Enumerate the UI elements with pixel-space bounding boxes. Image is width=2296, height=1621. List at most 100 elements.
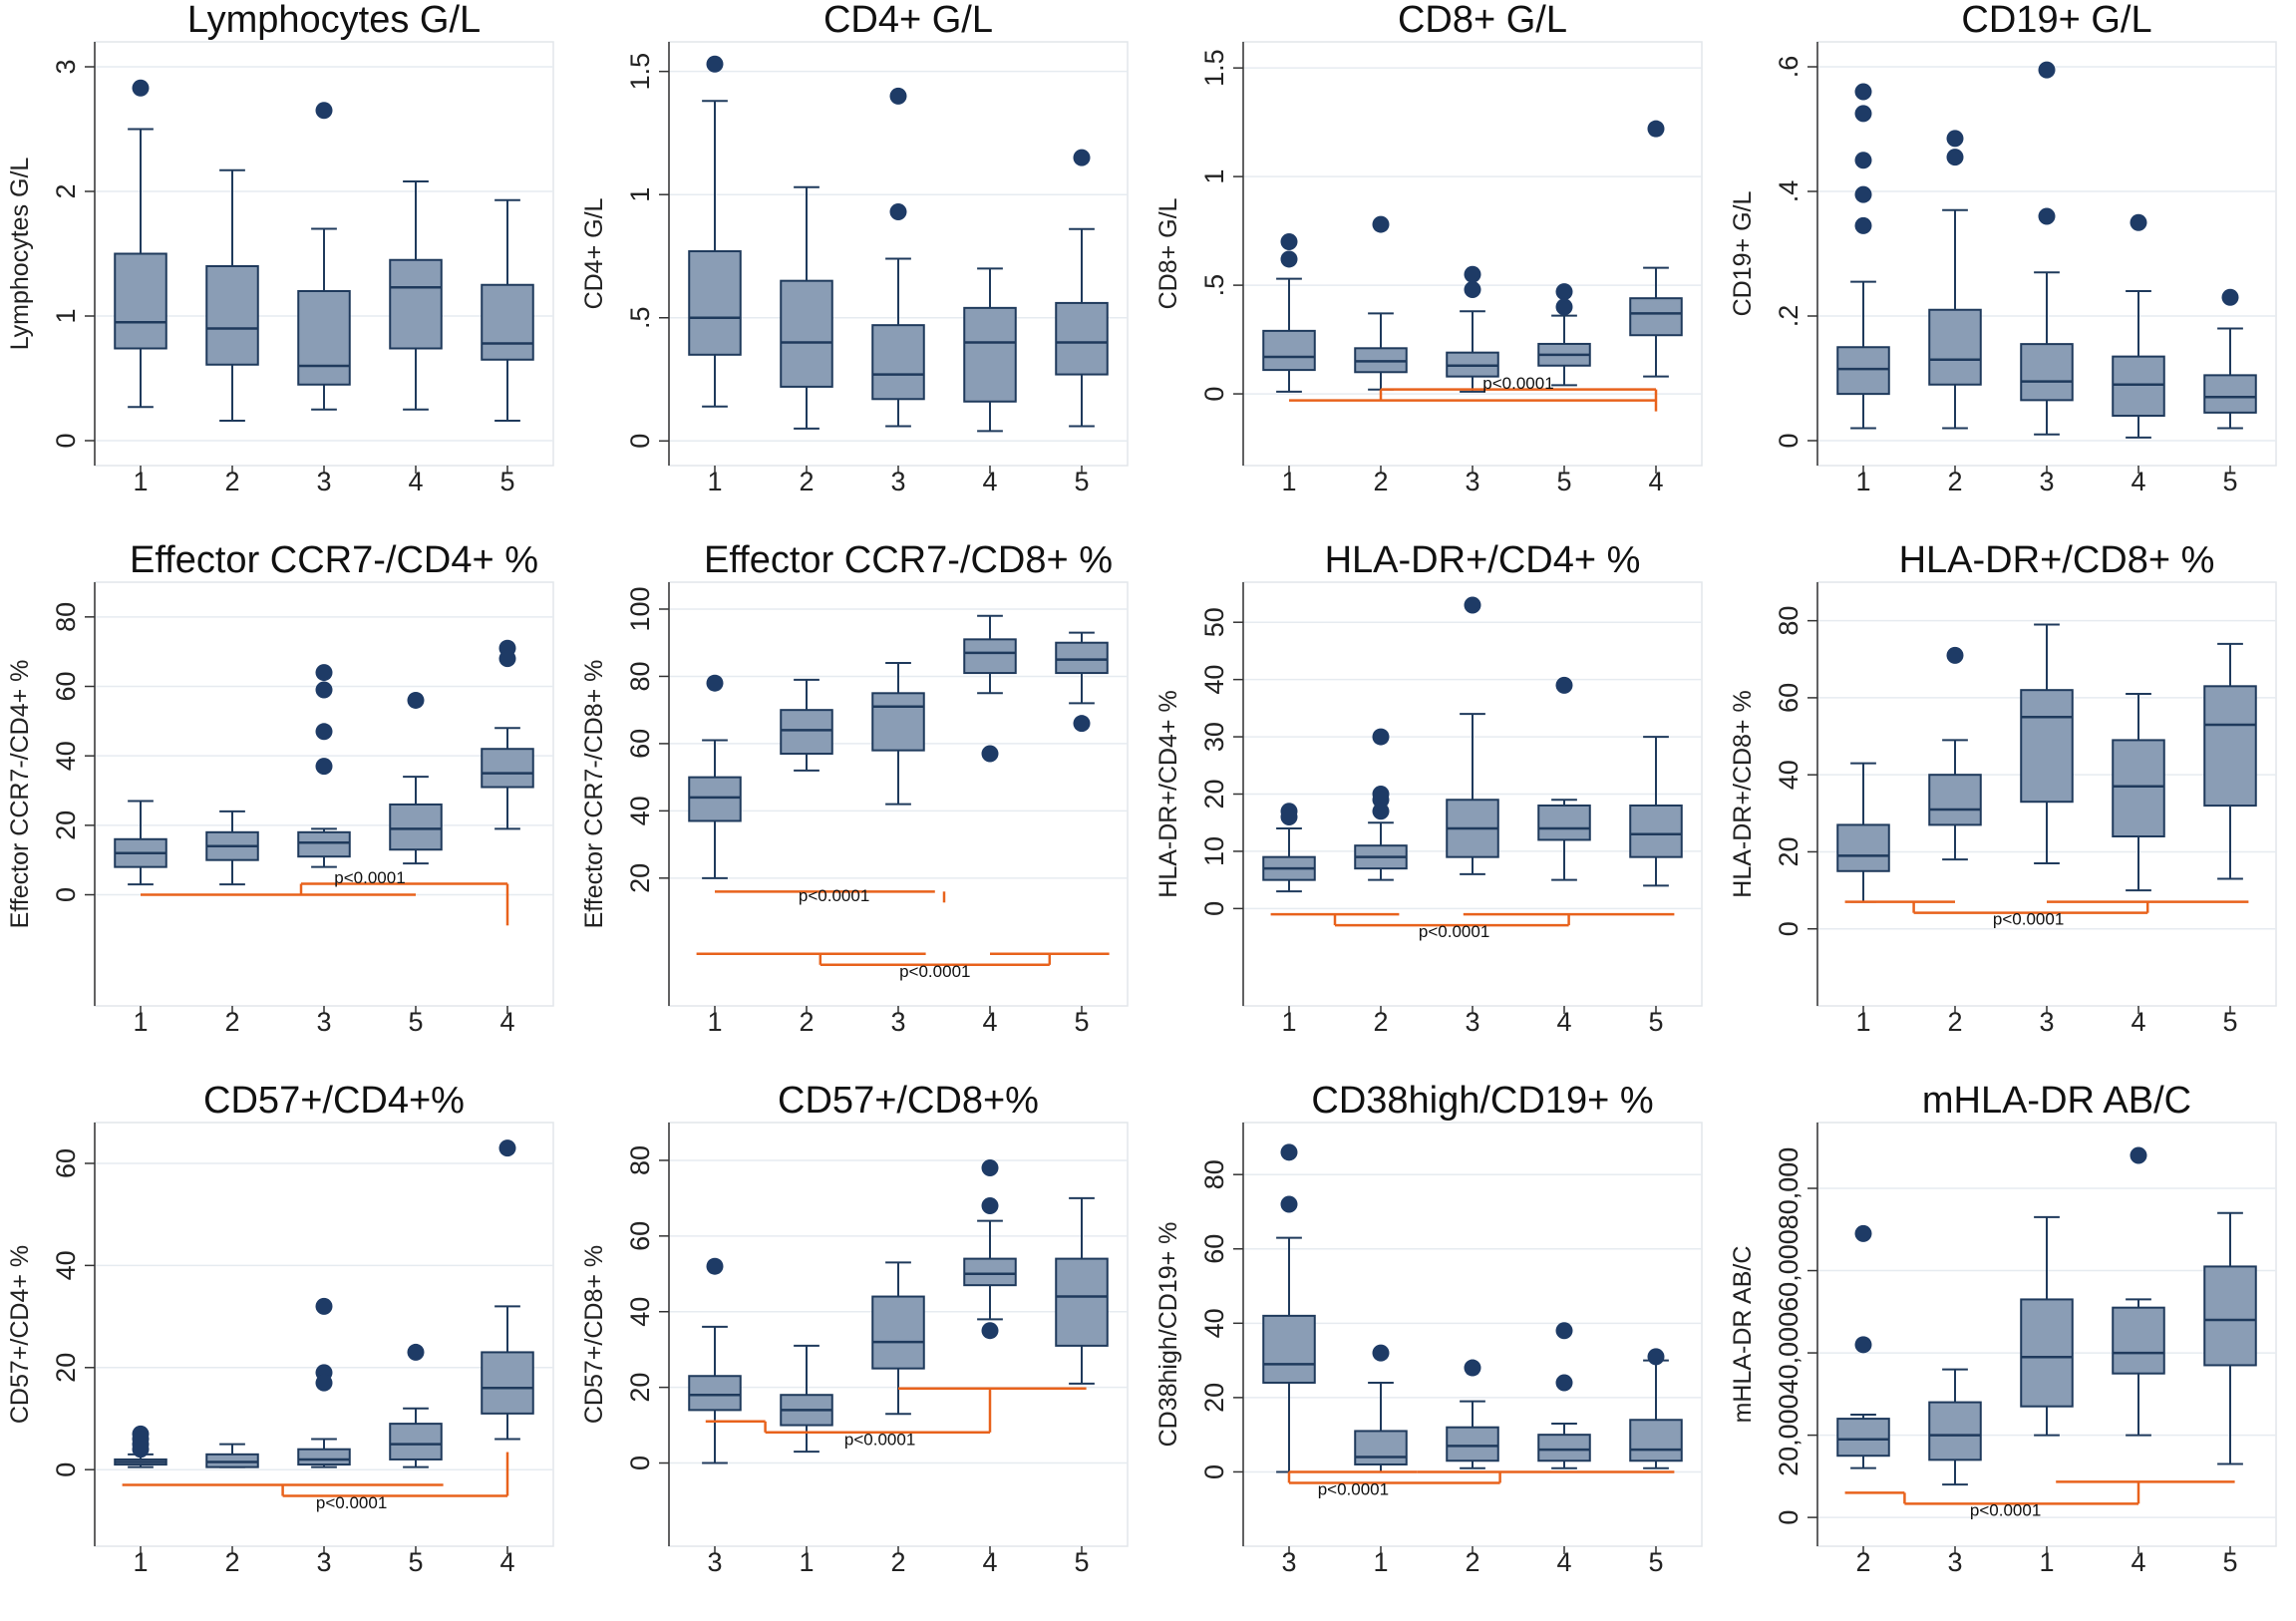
box-group bbox=[114, 1425, 167, 1468]
x-tick-label: 1 bbox=[707, 467, 722, 496]
chart-title: Lymphocytes G/L bbox=[187, 0, 481, 41]
x-tick-label: 5 bbox=[408, 1547, 423, 1577]
y-tick-label: 1 bbox=[1199, 169, 1229, 184]
outlier-point bbox=[2221, 288, 2239, 306]
chart-title: CD19+ G/L bbox=[1961, 0, 2151, 41]
outlier-point bbox=[2038, 61, 2056, 79]
x-tick-label: 1 bbox=[2039, 1547, 2054, 1577]
chart-title: mHLA-DR AB/C bbox=[1922, 1080, 2191, 1122]
y-tick-label: .6 bbox=[1774, 56, 1804, 79]
significance-bracket: p<0.0001 bbox=[705, 1387, 1087, 1449]
box-group bbox=[780, 185, 833, 430]
box-group bbox=[1055, 1196, 1109, 1385]
x-tick-label: 4 bbox=[982, 1007, 997, 1037]
y-tick-label: 40 bbox=[625, 796, 655, 825]
x-tick-label: 2 bbox=[1947, 467, 1962, 496]
box-group bbox=[297, 664, 351, 868]
outlier-point bbox=[498, 650, 516, 668]
box-group bbox=[780, 1344, 833, 1454]
x-tick-label: 5 bbox=[2222, 467, 2237, 496]
box-group bbox=[1055, 149, 1109, 428]
outlier-point bbox=[1555, 1322, 1573, 1340]
outlier-point bbox=[1280, 250, 1298, 268]
outlier-point bbox=[1647, 120, 1665, 138]
chart-panel: 0 10 20 30 40 50 HLA-DR+/CD4+ % HLA-DR+/CD4+ % 1… bbox=[1148, 539, 1722, 1081]
outlier-point bbox=[981, 745, 999, 763]
x-tick-label: 2 bbox=[1947, 1007, 1962, 1037]
chart-panel: 0 20 40 60 CD57+/CD4+ % CD57+/CD4+% 1 2 3 5 4 p<0.0… bbox=[0, 1080, 573, 1621]
outlier-point bbox=[706, 674, 724, 692]
box-group bbox=[2020, 61, 2074, 436]
box-group bbox=[2020, 623, 2074, 865]
box-iqr bbox=[963, 638, 1017, 675]
box-group bbox=[1537, 1322, 1591, 1469]
outlier-point bbox=[315, 1374, 333, 1392]
x-tick-label: 4 bbox=[2131, 467, 2145, 496]
box-iqr bbox=[871, 1295, 925, 1370]
outlier-point bbox=[407, 691, 425, 709]
outlier-point bbox=[1372, 803, 1390, 820]
significance-bracket: p<0.0001 bbox=[1287, 1470, 1675, 1498]
y-tick-label: 20 bbox=[625, 863, 655, 893]
outlier-point bbox=[1464, 280, 1481, 298]
box-group bbox=[114, 79, 167, 409]
y-tick-label: .2 bbox=[1774, 305, 1804, 328]
significance-bracket: p<0.0001 bbox=[1844, 1480, 2235, 1519]
outlier-point bbox=[1464, 596, 1481, 614]
box-iqr bbox=[2020, 689, 2074, 804]
box-iqr bbox=[1262, 1314, 1316, 1384]
box-iqr bbox=[688, 776, 742, 822]
box-iqr bbox=[2020, 1298, 2074, 1408]
outlier-point bbox=[1073, 715, 1091, 733]
box-iqr bbox=[1928, 1401, 1982, 1461]
x-tick-label: 4 bbox=[408, 467, 423, 496]
x-tick-label: 1 bbox=[1855, 1007, 1870, 1037]
x-tick-label: 3 bbox=[2039, 467, 2054, 496]
box-group bbox=[1446, 596, 1499, 875]
outlier-point bbox=[1854, 152, 1872, 169]
outlier-point bbox=[2130, 1146, 2147, 1164]
y-axis-label: CD38high/CD19+ % bbox=[1154, 1222, 1182, 1448]
box-iqr bbox=[1629, 1419, 1683, 1462]
box-group bbox=[297, 1297, 351, 1468]
x-tick-label: 1 bbox=[1373, 1547, 1388, 1577]
outlier-point bbox=[315, 664, 333, 682]
box-iqr bbox=[963, 1257, 1017, 1287]
y-tick-label: 0 bbox=[1774, 1510, 1804, 1525]
y-tick-label: 0 bbox=[1199, 1464, 1229, 1479]
y-tick-label: 0 bbox=[1774, 433, 1804, 448]
box-group bbox=[205, 810, 259, 886]
plot-area bbox=[94, 581, 554, 1007]
box-iqr bbox=[688, 250, 742, 356]
x-tick-label: 3 bbox=[1465, 467, 1479, 496]
chart-svg: 0 20 40 60 80 CD57+/CD8+ % CD57+/CD8+% 3 1 2 4 5 p<0… bbox=[580, 1080, 1129, 1577]
chart-svg: 0 20 40 60 80 HLA-DR+/CD8+ % HLA-DR+/CD8+ % 1 2 3… bbox=[1729, 539, 2277, 1037]
y-tick-label: 40 bbox=[1199, 1308, 1229, 1338]
box-group bbox=[1836, 762, 1890, 903]
chart-svg: 0 1 2 3 Lymphocytes G/L Lymphocytes G/L 1 2 3 4 5 bbox=[6, 0, 554, 496]
box-iqr bbox=[1928, 308, 1982, 386]
box-iqr bbox=[1629, 297, 1683, 337]
y-tick-label: 1.5 bbox=[1199, 49, 1229, 87]
p-value-label: p<0.0001 bbox=[899, 962, 970, 981]
y-tick-label: 0 bbox=[625, 1456, 655, 1470]
y-tick-label: 40 bbox=[1199, 665, 1229, 695]
y-tick-label: 60 bbox=[51, 1148, 81, 1178]
box-group bbox=[1262, 803, 1316, 893]
y-axis-label: CD19+ G/L bbox=[1729, 191, 1757, 317]
outlier-point bbox=[1372, 728, 1390, 746]
outlier-point bbox=[1946, 130, 1964, 148]
x-tick-label: 1 bbox=[1281, 467, 1296, 496]
significance-bracket: p<0.0001 bbox=[122, 1452, 509, 1512]
box-group bbox=[1629, 736, 1683, 887]
outlier-point bbox=[1854, 216, 1872, 234]
y-tick-label: 60 bbox=[51, 671, 81, 701]
box-group bbox=[1928, 646, 1982, 861]
chart-panel: 0 .2 .4 .6 CD19+ G/L CD19+ G/L 1 2 3 4 5 bbox=[1723, 0, 2296, 540]
box-iqr bbox=[2020, 343, 2074, 402]
y-axis-label: HLA-DR+/CD4+ % bbox=[1154, 690, 1182, 897]
outlier-point bbox=[315, 758, 333, 776]
box-group bbox=[481, 1139, 534, 1441]
x-tick-label: 5 bbox=[1648, 1547, 1663, 1577]
